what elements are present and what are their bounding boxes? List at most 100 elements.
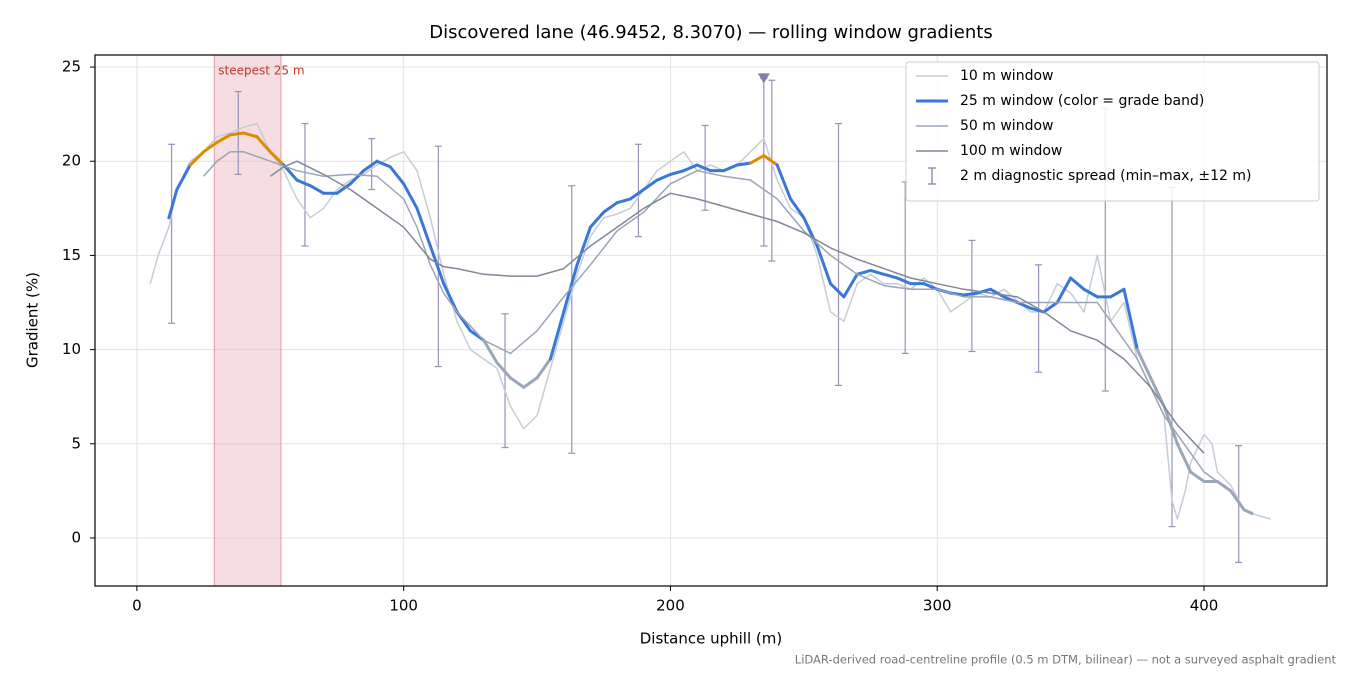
line-segment xyxy=(1149,376,1166,408)
error-bar xyxy=(501,313,509,449)
line-segment xyxy=(402,182,419,210)
x-tick-label: 0 xyxy=(132,597,142,615)
line-segment xyxy=(1229,489,1246,512)
legend-label: 25 m window (color = grade band) xyxy=(960,93,1204,109)
x-tick-label: 200 xyxy=(656,597,685,615)
line-segment xyxy=(1015,301,1033,310)
x-tick-label: 400 xyxy=(1190,597,1219,615)
line-segment xyxy=(415,206,432,248)
line-segment xyxy=(428,244,446,286)
line-segment xyxy=(989,287,1006,299)
line-segment xyxy=(829,282,846,299)
line-segment xyxy=(975,287,993,295)
error-bar xyxy=(768,79,776,262)
error-bar xyxy=(568,185,576,454)
line-segment xyxy=(175,163,192,191)
line-segment xyxy=(642,178,659,191)
line-segment xyxy=(655,172,672,182)
error-bar xyxy=(901,181,909,354)
y-tick-label: 5 xyxy=(71,434,81,452)
error-bar xyxy=(835,122,843,386)
line xyxy=(269,160,1205,454)
line-segment xyxy=(682,163,699,173)
error-bar xyxy=(1035,264,1043,373)
error-bar xyxy=(634,143,642,238)
line-segment xyxy=(215,133,232,144)
legend-label: 100 m window xyxy=(960,143,1062,159)
y-tick-label: 25 xyxy=(62,58,81,76)
line-segment xyxy=(615,197,632,205)
line-segment xyxy=(1042,301,1059,314)
line-segment xyxy=(508,376,526,389)
chart-title: Discovered lane (46.9452, 8.3070) — roll… xyxy=(429,22,992,43)
line-segment xyxy=(442,282,459,314)
line-segment xyxy=(1109,287,1126,299)
error-bar xyxy=(168,143,176,324)
x-tick-label: 300 xyxy=(923,597,952,615)
line-segment xyxy=(628,187,646,201)
line-segment xyxy=(335,182,352,195)
line-segment xyxy=(1082,287,1099,299)
line-segment xyxy=(242,131,259,139)
line-segment xyxy=(388,165,406,186)
line-segment xyxy=(668,169,686,176)
line-segment xyxy=(522,376,539,389)
line-segment xyxy=(1189,470,1206,483)
line-segment xyxy=(308,184,326,195)
legend-label: 10 m window xyxy=(960,68,1053,84)
line-segment xyxy=(1175,442,1193,474)
y-axis-label: Gradient (%) xyxy=(24,272,42,368)
line-segment xyxy=(348,169,366,186)
steepest-label: steepest 25 m xyxy=(218,64,304,78)
line-segment xyxy=(855,268,873,276)
line-segment xyxy=(548,310,566,361)
line-segment xyxy=(735,161,752,167)
peak-marker xyxy=(757,73,770,84)
line-segment xyxy=(362,159,379,173)
line-segment xyxy=(869,268,886,276)
line-segment xyxy=(815,244,833,286)
line-segment xyxy=(722,163,739,173)
line-segment xyxy=(775,163,793,201)
error-bar xyxy=(760,77,768,247)
line-segment xyxy=(895,276,913,286)
line xyxy=(203,151,1232,492)
line-segment xyxy=(1135,348,1153,380)
line-segment xyxy=(295,178,312,188)
legend-box xyxy=(905,61,1320,202)
x-axis-label: Distance uphill (m) xyxy=(640,630,782,648)
footnote: LiDAR-derived road-centreline profile (0… xyxy=(795,653,1337,667)
line-segment xyxy=(375,159,392,169)
line-segment xyxy=(748,154,766,165)
line-segment xyxy=(882,272,899,280)
line-segment xyxy=(762,154,779,167)
line-segment xyxy=(842,272,859,299)
y-tick-label: 0 xyxy=(71,528,81,546)
legend-label: 2 m diagnostic spread (min–max, ±12 m) xyxy=(960,168,1251,184)
plot-frame xyxy=(94,54,1328,587)
legend-label: 50 m window xyxy=(960,118,1053,134)
line-segment xyxy=(167,187,179,220)
line-segment xyxy=(575,225,592,267)
line-segment xyxy=(535,357,552,380)
line-segment xyxy=(1055,276,1073,305)
line-segment xyxy=(1122,287,1139,352)
line-segment xyxy=(482,338,499,365)
line-segment xyxy=(255,135,272,154)
x-tick-label: 100 xyxy=(389,597,418,615)
error-bar xyxy=(434,145,442,368)
line-segment xyxy=(1242,508,1254,515)
line-segment xyxy=(922,282,939,291)
y-tick-label: 10 xyxy=(62,340,81,358)
line-segment xyxy=(789,197,806,220)
y-tick-label: 20 xyxy=(62,152,81,170)
line-segment xyxy=(202,140,219,154)
line-segment xyxy=(588,210,606,229)
line-segment xyxy=(1069,276,1086,291)
line-segment xyxy=(495,361,512,380)
line-segment xyxy=(602,201,619,214)
line-segment xyxy=(962,291,979,297)
line-segment xyxy=(695,163,712,173)
line-segment xyxy=(188,150,206,167)
line-segment xyxy=(228,131,246,137)
